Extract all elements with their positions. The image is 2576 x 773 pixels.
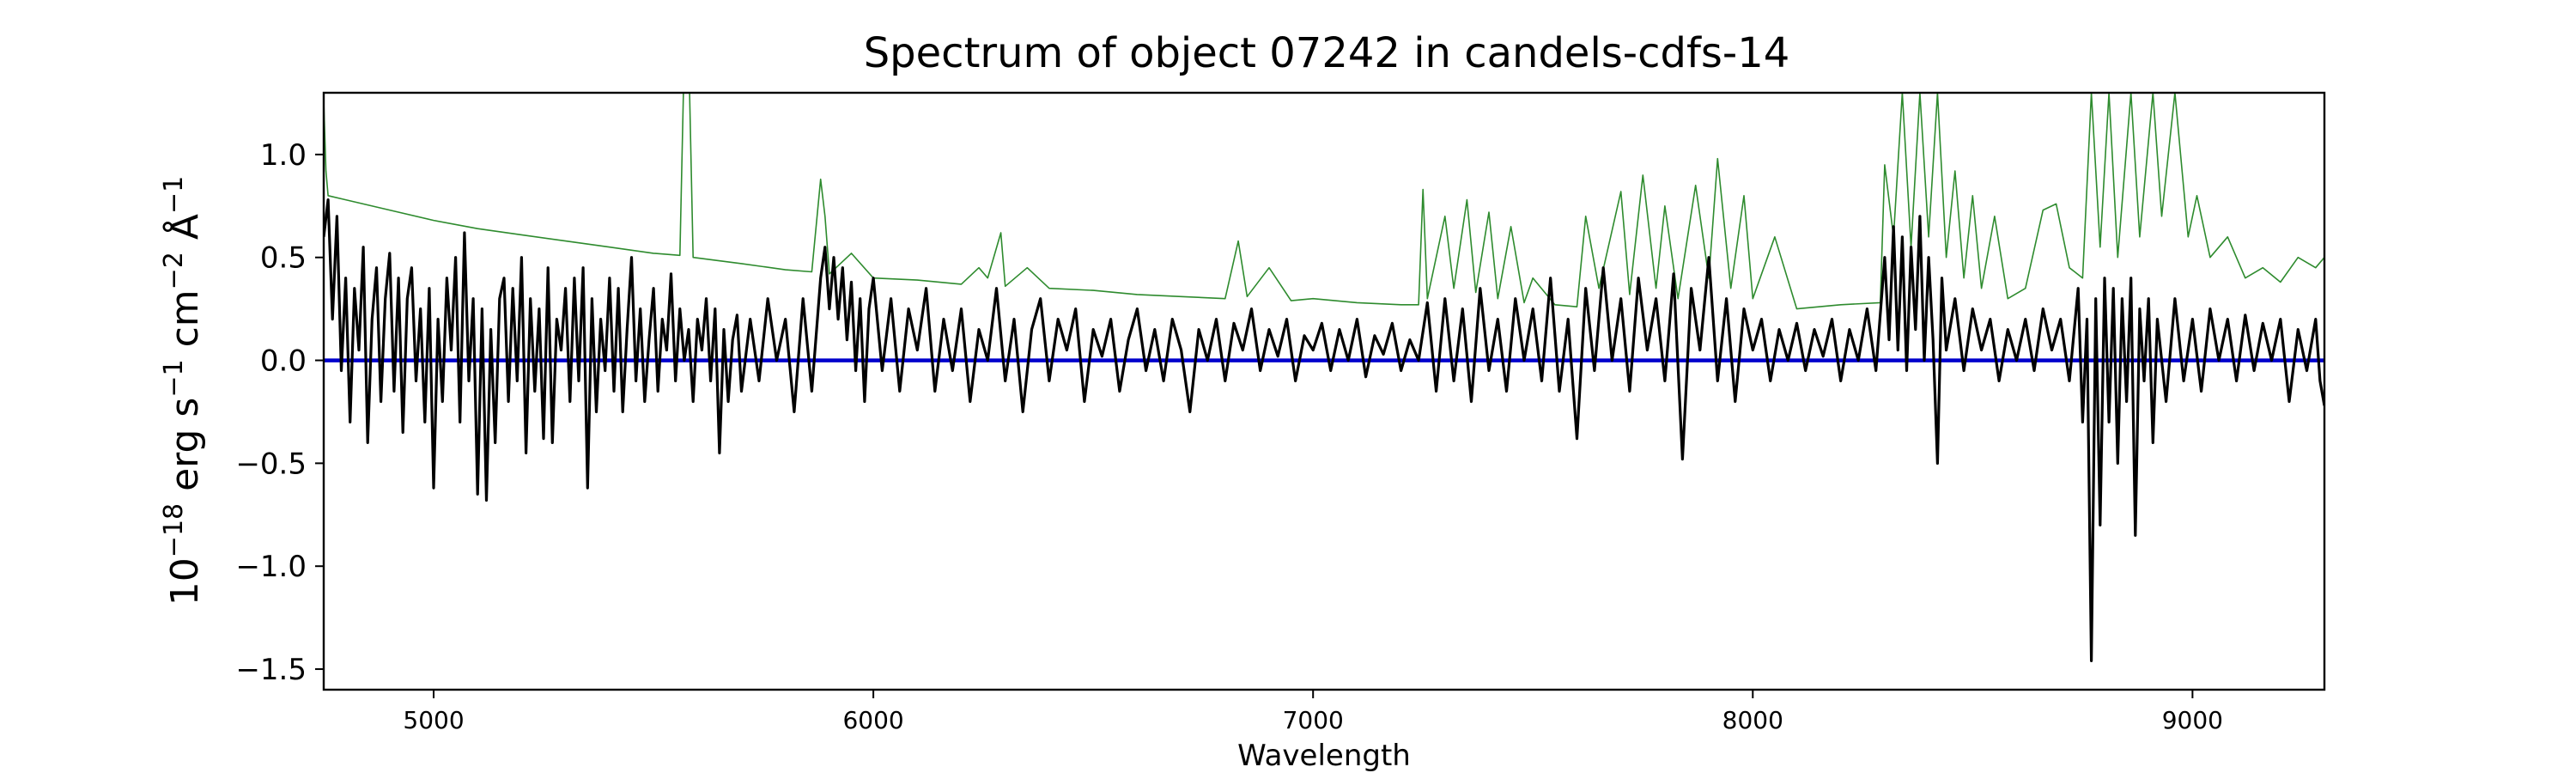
chart-title: Spectrum of object 07242 in candels-cdfs… <box>864 29 1790 77</box>
x-axis-label: Wavelength <box>1237 739 1411 773</box>
x-tick-label: 8000 <box>1722 706 1783 734</box>
x-tick-label: 9000 <box>2162 706 2223 734</box>
y-axis-label-base: 10 <box>163 557 207 606</box>
y-tick-label: −1.5 <box>235 653 307 687</box>
series-line-error <box>324 93 2324 310</box>
y-axis-label-exp2: −1 <box>159 359 189 397</box>
y-axis-label-unit3: Å <box>161 214 207 252</box>
y-axis-label-exp1: −18 <box>159 503 189 557</box>
series-layer <box>324 93 2324 662</box>
y-axis-label-unit2: cm <box>163 289 207 359</box>
y-tick-label: −0.5 <box>235 447 307 481</box>
y-tick-label: 0.5 <box>260 241 307 276</box>
y-axis-label-unit1: erg s <box>163 398 207 503</box>
x-tick-label: 5000 <box>403 706 464 734</box>
y-axis-label-exp3: −2 <box>159 252 189 289</box>
plot-area <box>322 91 2326 691</box>
x-tick-label: 6000 <box>842 706 903 734</box>
y-tick-label: 1.0 <box>260 138 307 173</box>
y-axis-label: 10−18 erg s−1 cm−2 Å−1 <box>159 176 207 606</box>
y-axis: 1.0 0.5 0.0 −0.5 −1.0 −1.5 <box>235 138 324 687</box>
x-axis: 5000 6000 7000 8000 9000 <box>403 690 2223 734</box>
y-axis-label-exp4: −1 <box>159 176 189 214</box>
y-tick-label: −1.0 <box>235 550 307 584</box>
x-tick-label: 7000 <box>1283 706 1344 734</box>
series-line-flux <box>324 198 2324 662</box>
plot-frame <box>322 91 2326 691</box>
y-tick-label: 0.0 <box>260 344 307 379</box>
